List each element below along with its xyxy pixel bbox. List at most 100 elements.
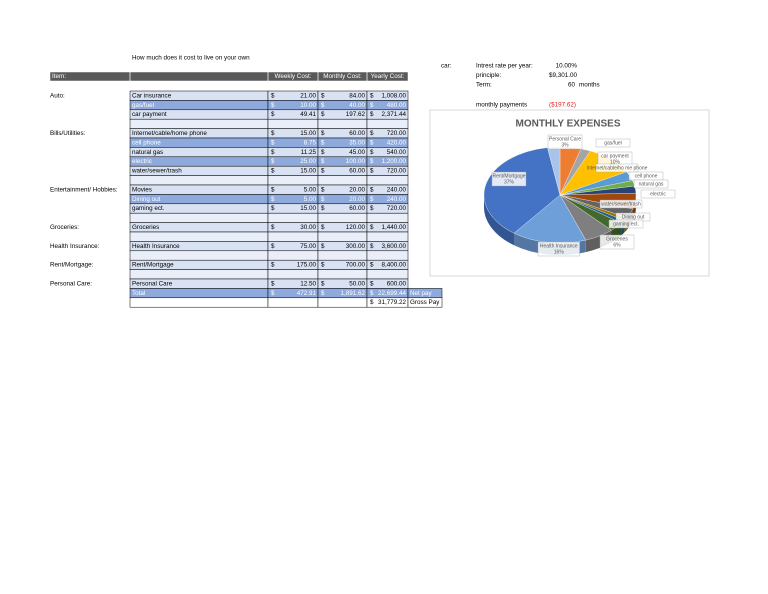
amount: 197.62 [346,111,366,118]
pie-label: gas/fuel [604,140,622,146]
pie-label-box [599,234,635,250]
pie-label-box [491,171,527,187]
currency: $ [321,290,325,297]
cell [129,297,269,308]
currency: $ [271,92,275,99]
currency: $ [271,168,275,175]
amount: 175.00 [297,262,317,269]
cell [267,297,319,308]
amount: 720.00 [387,205,407,212]
currency: $ [370,196,374,203]
currency: $ [370,158,374,165]
amount: 1,200.00 [381,158,406,165]
item: Dining out [132,196,161,203]
pie-label: natural gas [639,181,664,187]
amount: 240.00 [387,196,407,203]
cell [129,269,269,280]
pie-label: cell phone [635,173,658,179]
amount: 100.00 [346,158,366,165]
amount: 22,699.44 [378,290,407,297]
item: Total [132,290,145,297]
currency: $ [321,196,325,203]
pie-label: Health Insurance [540,243,578,249]
amount: 720.00 [387,130,407,137]
currency: $ [370,130,374,137]
cell [317,175,368,186]
currency: $ [370,111,374,118]
header-band [50,72,408,81]
section-label: Auto: [50,92,65,99]
car-field: principle: [476,72,501,79]
amount: 20.00 [349,186,365,193]
cell [366,212,409,223]
currency: $ [271,139,275,146]
amount: 25.00 [300,158,316,165]
currency: $ [271,243,275,250]
item: gaming ect. [132,205,165,212]
cell [366,175,409,186]
payment-label: monthly payments [476,102,527,109]
pie-label-box [595,163,639,173]
note: Net pay [410,290,433,297]
amount: 700.00 [346,262,366,269]
amount: 5.00 [304,186,317,193]
pie-label-box [640,189,676,199]
cell [317,212,368,223]
amount: 21.00 [300,92,316,99]
cell [366,118,409,129]
amount: 120.00 [346,224,366,231]
currency: $ [271,290,275,297]
currency: $ [321,205,325,212]
amount: 1,008.00 [381,92,406,99]
currency: $ [370,205,374,212]
amount: 15.00 [300,130,316,137]
cell [317,118,368,129]
header-text: Item: [52,73,66,80]
cell [267,175,319,186]
amount: 720.00 [387,168,407,175]
currency: $ [321,262,325,269]
amount: 3,600.00 [381,243,406,250]
pie-side [484,195,514,246]
item: Groceries [132,224,159,231]
cell [317,231,368,242]
pie-label: Dining out [622,214,645,220]
currency: $ [321,111,325,118]
amount: 600.00 [387,280,407,287]
currency: $ [271,149,275,156]
pie-label-box [608,219,644,229]
currency: $ [321,149,325,156]
cell [267,231,319,242]
section-label: Groceries: [50,224,79,231]
currency: $ [271,158,275,165]
item: water/sewer/trash [131,168,182,175]
currency: $ [271,111,275,118]
amount: 2,371.44 [381,111,406,118]
currency: $ [370,186,374,193]
amount: 8.75 [304,139,317,146]
section-label: Rent/Mortgage: [50,262,94,269]
header-cell [366,71,409,82]
car-unit: months [579,82,600,89]
item: Personal Care [132,280,173,287]
amount: 50.00 [349,280,365,287]
currency: $ [271,224,275,231]
car-field: Intrest rate per year: [476,63,533,70]
item: Rent/Mortgage [132,262,174,269]
item: Car insurance [132,92,172,99]
currency: $ [370,299,374,306]
currency: $ [321,158,325,165]
amount: 45.00 [349,149,365,156]
pie-label-pct: 10% [610,159,621,165]
item: Health Insurance [132,243,180,250]
cell [267,118,319,129]
header-text: Weekly Cost: [275,73,312,80]
currency: $ [321,102,325,109]
item: electric [132,158,152,165]
currency: $ [370,290,374,297]
chart-title: MONTHLY EXPENSES [515,119,620,130]
amount: 420.00 [387,139,407,146]
pie-label-box [633,179,669,189]
amount: 35.00 [349,139,365,146]
